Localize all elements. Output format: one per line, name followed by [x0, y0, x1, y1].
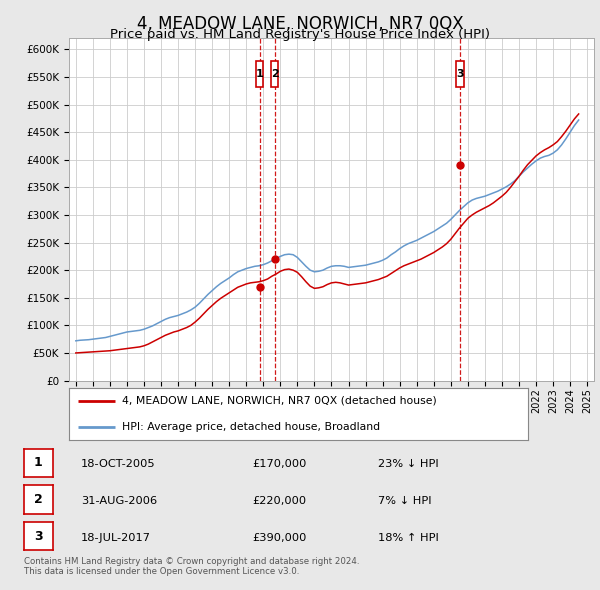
Text: £220,000: £220,000	[252, 496, 306, 506]
Bar	[457, 61, 464, 87]
Text: 31-AUG-2006: 31-AUG-2006	[81, 496, 157, 506]
Text: HPI: Average price, detached house, Broadland: HPI: Average price, detached house, Broa…	[122, 422, 380, 431]
Text: £390,000: £390,000	[252, 533, 307, 543]
Text: 4, MEADOW LANE, NORWICH, NR7 0QX: 4, MEADOW LANE, NORWICH, NR7 0QX	[137, 15, 463, 33]
Bar	[256, 61, 263, 87]
Text: 2: 2	[34, 493, 43, 506]
Text: 3: 3	[34, 530, 43, 543]
Text: 1: 1	[34, 457, 43, 470]
Text: £170,000: £170,000	[252, 460, 307, 470]
Text: Contains HM Land Registry data © Crown copyright and database right 2024.
This d: Contains HM Land Registry data © Crown c…	[24, 557, 359, 576]
Text: 18-JUL-2017: 18-JUL-2017	[81, 533, 151, 543]
Bar	[271, 61, 278, 87]
Text: 7% ↓ HPI: 7% ↓ HPI	[378, 496, 431, 506]
Text: Price paid vs. HM Land Registry's House Price Index (HPI): Price paid vs. HM Land Registry's House …	[110, 28, 490, 41]
Text: 4, MEADOW LANE, NORWICH, NR7 0QX (detached house): 4, MEADOW LANE, NORWICH, NR7 0QX (detach…	[122, 396, 437, 405]
Text: 2: 2	[271, 69, 278, 79]
Text: 3: 3	[456, 69, 464, 79]
Text: 1: 1	[256, 69, 264, 79]
Text: 23% ↓ HPI: 23% ↓ HPI	[378, 460, 439, 470]
Text: 18-OCT-2005: 18-OCT-2005	[81, 460, 155, 470]
Text: 18% ↑ HPI: 18% ↑ HPI	[378, 533, 439, 543]
